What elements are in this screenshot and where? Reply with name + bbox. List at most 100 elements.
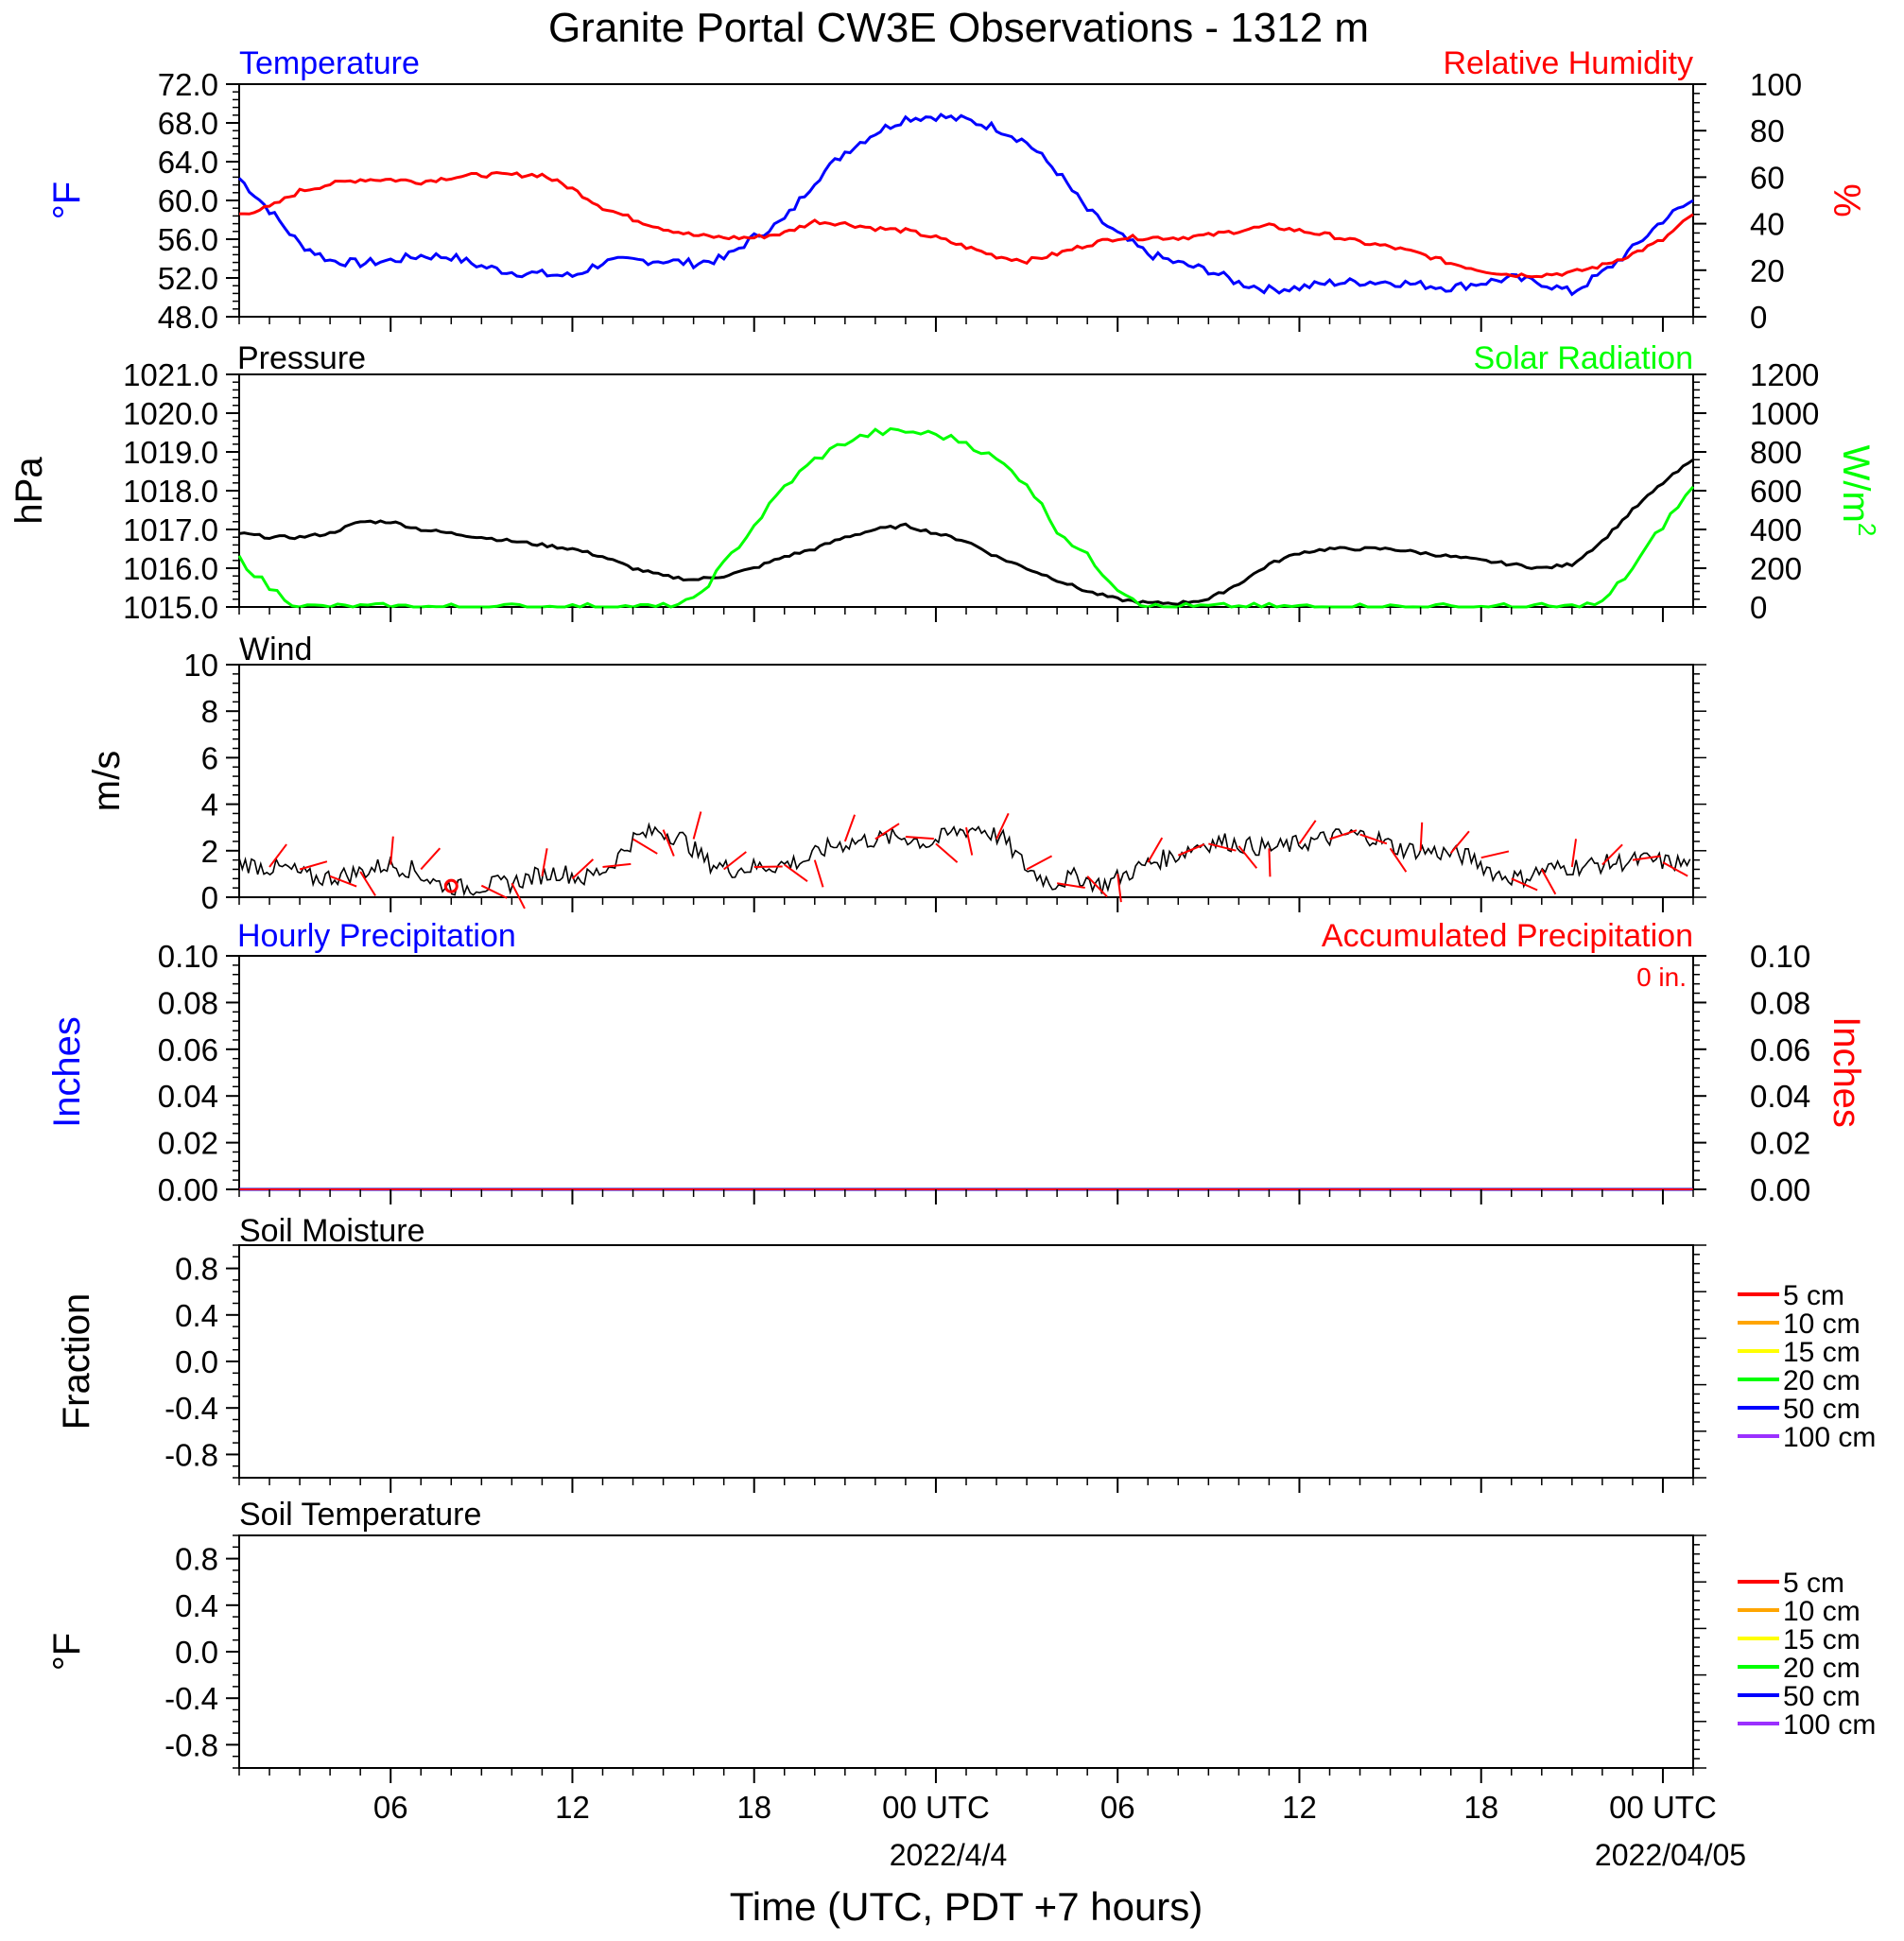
soil-moisture-legend-label: 100 cm	[1783, 1422, 1876, 1453]
solar-series-line	[237, 426, 1695, 609]
wind-barb	[1419, 822, 1424, 851]
soil-moisture-right-axis-ticks	[1693, 1244, 1706, 1479]
wind-barb	[813, 859, 824, 888]
soil-temperature-legend-label: 10 cm	[1783, 1596, 1861, 1627]
wind-barb	[1511, 877, 1538, 892]
solar-unit: W/m2	[1835, 445, 1881, 537]
wind-barb	[1298, 820, 1317, 844]
soil-moisture-panel: Soil Moisture 0.8 0.4 0.0 -0.4 -0.8 Fraction…	[56, 1213, 1876, 1479]
soil-temperature-axis-tick-label: 0.0	[175, 1635, 218, 1670]
soil-moisture-axis-tick-label: 0.4	[175, 1298, 218, 1333]
wind-barb	[1480, 850, 1510, 859]
hourly-precip-axis-tick-label: 0.00	[158, 1172, 218, 1207]
hourly-precip-title: Hourly Precipitation	[237, 918, 516, 954]
wind-barb	[784, 863, 808, 883]
soil-moisture-legend-label: 10 cm	[1783, 1308, 1861, 1340]
wind-barb	[874, 823, 900, 841]
pressure-axis-tick-label: 1016.0	[123, 551, 218, 586]
pressure-solar-panel: Pressure Solar Radiation 1021.0 1020.0 101…	[9, 340, 1881, 625]
wind-barb	[692, 811, 702, 840]
accum-precip-unit: Inches	[1826, 1016, 1867, 1128]
precipitation-plot-frame	[238, 955, 1694, 1190]
temperature-axis-tick-label: 52.0	[158, 261, 218, 296]
time-tick-label: 00 UTC	[1609, 1790, 1717, 1825]
wind-axis-tick-label: 4	[201, 788, 218, 823]
wind-barb	[511, 882, 526, 910]
pressure-axis-tick-label: 1018.0	[123, 474, 218, 509]
wind-barb	[389, 836, 394, 865]
soil-moisture-plot-frame	[238, 1244, 1694, 1479]
wind-title: Wind	[239, 632, 312, 667]
accum-precip-title: Accumulated Precipitation	[1322, 918, 1693, 954]
pressure-unit: hPa	[9, 457, 50, 525]
wind-barb	[905, 836, 934, 841]
wind-barb	[843, 814, 857, 842]
humidity-title: Relative Humidity	[1443, 45, 1693, 81]
accum-precip-axis-tick-label: 0.06	[1750, 1032, 1810, 1067]
humidity-axis-tick-label: 80	[1750, 113, 1785, 148]
pressure-axis-tick-label: 1020.0	[123, 396, 218, 431]
soil-moisture-axis-tick-label: -0.4	[164, 1391, 218, 1426]
time-tick-label: 18	[1463, 1790, 1498, 1825]
wind-barb	[662, 829, 675, 857]
soil-temperature-right-axis-ticks	[1693, 1534, 1706, 1769]
time-tick-label: 06	[1100, 1790, 1135, 1825]
soil-moisture-title: Soil Moisture	[239, 1213, 425, 1249]
accum-precip-total: 0 in.	[1636, 962, 1687, 992]
calm-wind-marker	[443, 878, 459, 893]
time-tick-label: 12	[555, 1790, 590, 1825]
wind-barb	[723, 851, 747, 871]
wind-barb	[420, 847, 441, 871]
wind-axis-tick-label: 0	[201, 880, 218, 915]
humidity-axis-tick-label: 0	[1750, 300, 1767, 335]
wind-axis-tick-label: 10	[183, 648, 218, 683]
solar-unit-sup: 2	[1853, 523, 1881, 536]
accum-precip-axis-ticks: 0.10 0.08 0.06 0.04 0.02 0.00	[1693, 939, 1810, 1207]
solar-axis-tick-label: 400	[1750, 512, 1802, 547]
accum-precip-axis-tick-label: 0.02	[1750, 1126, 1810, 1161]
soil-temperature-unit: °F	[46, 1633, 88, 1671]
wind-barb	[268, 843, 287, 868]
humidity-axis-ticks: 100 80 60 40 20 0	[1693, 67, 1802, 335]
hourly-precip-axis-ticks: 0.10 0.08 0.06 0.04 0.02 0.00	[158, 939, 239, 1207]
soil-temperature-axis-ticks: 0.8 0.4 0.0 -0.4 -0.8	[164, 1534, 239, 1769]
wind-barb	[1662, 861, 1688, 877]
soil-temperature-plot-frame	[238, 1534, 1694, 1769]
pressure-series-line	[238, 458, 1694, 606]
wind-barb	[541, 848, 548, 877]
wind-barb	[1570, 839, 1577, 868]
temperature-axis-tick-label: 68.0	[158, 106, 218, 141]
soil-moisture-legend-label: 20 cm	[1783, 1365, 1861, 1396]
pressure-axis-tick-label: 1021.0	[123, 357, 218, 392]
soil-moisture-legend-label: 50 cm	[1783, 1394, 1861, 1425]
wind-axis-ticks: 10 8 6 4 2 0	[183, 648, 239, 915]
temperature-title: Temperature	[239, 45, 420, 81]
humidity-series-line	[238, 170, 1694, 279]
wind-barb	[359, 871, 376, 896]
soil-moisture-axis-tick-label: 0.0	[175, 1344, 218, 1379]
soil-temperature-legend-label: 20 cm	[1783, 1653, 1861, 1684]
wind-unit: m/s	[86, 751, 128, 811]
wind-plot-frame	[238, 664, 1694, 898]
soil-temperature-legend-label: 15 cm	[1783, 1624, 1861, 1655]
wind-barb	[1238, 845, 1258, 869]
wind-barb	[995, 812, 1010, 840]
accum-precip-axis-tick-label: 0.00	[1750, 1172, 1810, 1207]
wind-barb	[602, 862, 632, 869]
solar-title: Solar Radiation	[1474, 340, 1693, 376]
wind-panel: Wind 10 8 6 4 2 0 m/s	[86, 632, 1706, 915]
solar-unit-base: W/m	[1835, 445, 1877, 523]
pressure-plot-frame	[238, 373, 1694, 608]
time-axis-labels: 06 12 18 00 UTC 06 12 18 00 UTC	[373, 1790, 1717, 1825]
wind-barb	[1268, 848, 1272, 877]
temperature-unit: °F	[46, 182, 88, 219]
solar-axis-tick-label: 1200	[1750, 357, 1819, 392]
solar-axis-tick-label: 800	[1750, 435, 1802, 470]
soil-temperature-title: Soil Temperature	[239, 1497, 481, 1533]
wind-barb	[1116, 874, 1122, 903]
soil-temperature-axis-tick-label: 0.4	[175, 1588, 218, 1623]
